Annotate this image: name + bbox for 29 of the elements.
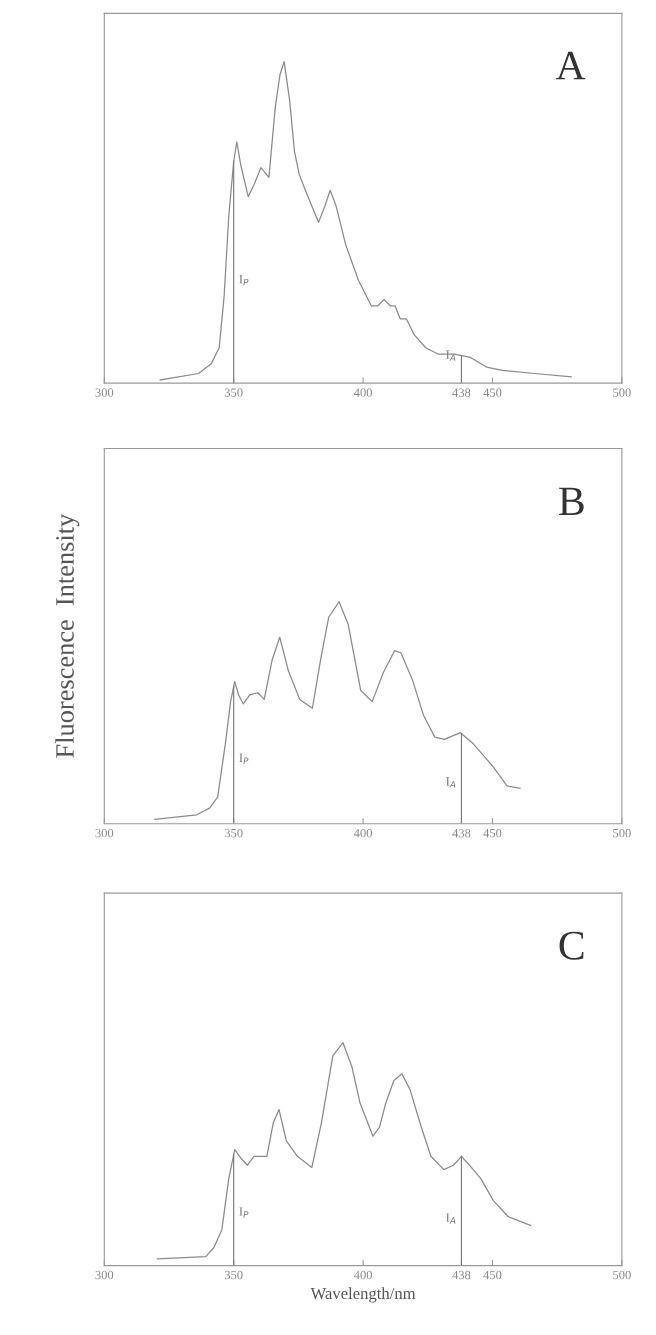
chart-title: B: [559, 487, 584, 516]
ref-line-label: I$_{P}$: [239, 275, 249, 286]
x-tick-label: 450: [483, 388, 502, 397]
ref-line-label: I$_{A}$: [446, 1213, 456, 1224]
x-tick-label: 450: [483, 828, 502, 838]
x-tick-label: 300: [95, 388, 114, 397]
x-tick-label: 350: [224, 1270, 243, 1280]
chart-title: A: [555, 51, 586, 80]
ref-line-label: I$_{A}$: [446, 777, 456, 788]
x-tick-label: 300: [95, 828, 114, 838]
x-tick-label: 450: [483, 1270, 502, 1280]
ref-line-label: I$_{A}$: [446, 350, 456, 361]
x-axis-title: Wavelength/nm: [310, 1287, 416, 1303]
x-tick-label: 350: [224, 388, 243, 397]
y-axis-title: Fluorescence Intensity: [55, 513, 80, 758]
x-tick-label: 500: [613, 388, 631, 397]
ref-line-label: I$_{P}$: [239, 753, 249, 764]
chart-title: C: [559, 931, 584, 960]
x-tick-label: 438: [452, 828, 471, 838]
x-tick-label: 350: [224, 828, 243, 838]
x-tick-label: 400: [353, 388, 372, 397]
x-tick-label: 438: [452, 1270, 471, 1280]
x-tick-label: 500: [613, 828, 631, 838]
ref-line-label: I$_{P}$: [239, 1207, 249, 1218]
x-tick-label: 438: [452, 388, 471, 397]
x-tick-label: 400: [353, 1270, 372, 1280]
x-tick-label: 300: [95, 1270, 114, 1280]
x-tick-label: 500: [613, 1270, 631, 1280]
x-tick-label: 400: [353, 828, 372, 838]
